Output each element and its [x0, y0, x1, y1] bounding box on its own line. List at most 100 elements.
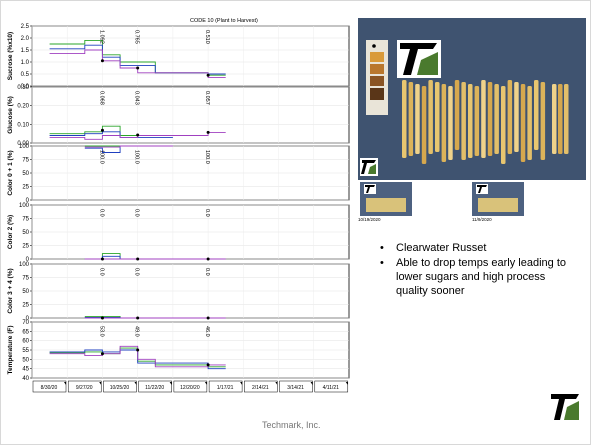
thumbnail-photo-2 [472, 182, 524, 216]
fry-strip [487, 82, 493, 156]
sucrose-annotation: 0.765 [134, 30, 140, 44]
bullet-finding: Able to drop temps early leading to lowe… [378, 256, 578, 298]
color-swatch-3 [370, 76, 384, 86]
glucose-marker [206, 130, 210, 134]
card-dot [372, 44, 376, 48]
date-box [244, 380, 278, 393]
temperature-ytick-label: 50 [22, 357, 29, 363]
glucose-annotation: 0.057 [204, 91, 210, 105]
sucrose-series-2 [49, 49, 226, 79]
color01-series-1 [84, 146, 121, 153]
x-tick-label: 9/27/20 [76, 385, 93, 391]
color34-ytick-label: 50 [22, 289, 29, 295]
temperature-marker [206, 363, 210, 367]
fry-strip [527, 86, 532, 160]
fry-strip [534, 80, 539, 150]
date-box [67, 380, 102, 393]
glucose-ytick-label: 0.20 [17, 104, 29, 110]
glucose-marker [136, 133, 140, 137]
date-box [208, 380, 243, 393]
temperature-ytick-label: 40 [22, 376, 29, 382]
fry-strip [494, 84, 499, 154]
glucose-ytick-label: 0.30 [17, 85, 29, 91]
thumb-1-logo-bg [364, 184, 376, 194]
thumb-2-fries [478, 198, 518, 212]
date-box [32, 380, 67, 393]
color34-axis-label: Color 3 + 4 (%) [7, 268, 14, 313]
date-box-arrow [275, 382, 278, 385]
glucose-series-0 [49, 125, 173, 136]
logo-t-shape [551, 394, 579, 420]
fry-strip [501, 86, 506, 164]
sucrose-ytick-label: 1.5 [21, 48, 30, 54]
color01-ytick-label: 75 [22, 158, 29, 164]
date-box [138, 380, 172, 393]
color2-ytick-label: 0 [26, 257, 30, 263]
fry-strip [481, 80, 486, 158]
fry-strip [441, 84, 447, 162]
color2-marker [206, 257, 210, 261]
thumbnail-photo-1 [360, 182, 412, 216]
sucrose-marker [206, 73, 210, 77]
temperature-annotation: 49.0 [134, 326, 140, 337]
date-box [314, 380, 349, 393]
sucrose-axis-label: Sucrose (%x10) [7, 32, 14, 80]
fry-strip [428, 80, 433, 154]
fry-strip [552, 84, 557, 154]
color34-annotation: 0.0 [134, 268, 140, 276]
temperature-marker [100, 352, 104, 356]
glucose-ytick-label: 0.00 [17, 141, 29, 147]
temperature-marker [136, 348, 140, 352]
techmark-logo [549, 392, 581, 422]
color01-series-2 [84, 145, 173, 148]
temperature-ytick-label: 65 [22, 329, 29, 335]
photo-techmark-logo [397, 40, 441, 78]
date-box [173, 380, 208, 393]
color2-annotation: 0.0 [204, 209, 210, 217]
thumbnail-date-2: 11/9/2020 [472, 217, 492, 222]
temperature-ytick-label: 60 [22, 339, 29, 345]
color01-annotation: 100.0 [204, 150, 210, 164]
glucose-axis-label: Glucose (%) [7, 96, 14, 134]
x-tick-label: 1/17/21 [217, 385, 234, 391]
sucrose-ytick-label: 0.0 [21, 84, 30, 90]
color2-axis-label: Color 2 (%) [7, 215, 14, 249]
date-box [279, 380, 313, 393]
temperature-ytick-label: 70 [22, 320, 29, 326]
fry-strip [421, 86, 427, 164]
fry-strip [520, 84, 526, 162]
x-tick-label: 4/11/21 [323, 385, 340, 391]
sucrose-frame [31, 25, 350, 87]
thumb-2-logo-bg [476, 184, 488, 194]
thumb-1-drawing [364, 184, 406, 212]
color01-ytick-label: 50 [22, 171, 29, 177]
fry-strip [564, 84, 569, 154]
glucose-ytick-label: 0.10 [17, 122, 29, 128]
color34-ytick-label: 0 [26, 316, 30, 322]
color-swatch-4 [370, 88, 384, 100]
sucrose-marker [136, 66, 140, 70]
fry-strip [468, 84, 473, 158]
fry-strip [415, 84, 420, 154]
color2-ytick-label: 100 [19, 203, 30, 209]
date-box-arrow [64, 382, 66, 385]
fry-strip [540, 82, 546, 160]
date-box-arrow [240, 382, 243, 385]
date-box-arrow [204, 382, 207, 385]
date-box-arrow [134, 382, 137, 385]
color01-ytick-label: 25 [22, 185, 29, 191]
color2-marker [136, 257, 140, 261]
color2-ytick-label: 50 [22, 230, 29, 236]
corner-logo-t [361, 160, 376, 174]
color01-axis-label: Color 0 + 1 (%) [7, 150, 14, 195]
sucrose-marker [100, 59, 104, 63]
sucrose-ytick-label: 1.0 [21, 60, 30, 66]
storage-charts: CODE 10 (Plant to Harvest) 2.5 2.0 1.5 1.0 0… [7, 18, 350, 393]
sucrose-ytick-label: 2.0 [21, 36, 30, 42]
color34-annotation: 0.0 [98, 268, 104, 276]
color01-ytick-label: 100 [19, 144, 30, 150]
x-tick-label: 10/25/20 [110, 385, 130, 391]
thumb-2-drawing [476, 184, 518, 212]
logo-leaf-shape [564, 401, 579, 420]
glucose-frame [31, 86, 350, 144]
